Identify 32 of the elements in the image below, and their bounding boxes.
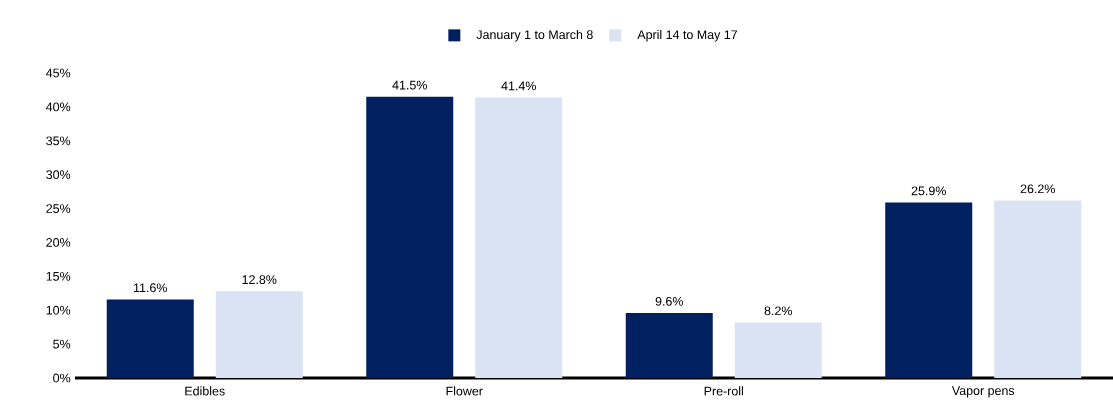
data-label: 41.5% bbox=[392, 80, 427, 90]
data-label: 41.4% bbox=[501, 81, 536, 91]
y-tick-label: 20% bbox=[46, 238, 71, 247]
bar bbox=[366, 96, 454, 378]
data-label: 9.6% bbox=[655, 296, 683, 306]
y-tick-label: 45% bbox=[46, 68, 71, 78]
bar bbox=[994, 200, 1082, 378]
data-label: 25.9% bbox=[911, 186, 946, 196]
y-tick-label: 5% bbox=[53, 339, 71, 349]
bar bbox=[106, 299, 194, 378]
x-tick-label: Flower bbox=[446, 386, 483, 396]
bar bbox=[885, 202, 973, 378]
bar bbox=[625, 312, 713, 378]
bar bbox=[734, 322, 822, 378]
legend-label: January 1 to March 8 bbox=[476, 29, 593, 42]
x-tick-label: Edibles bbox=[185, 386, 225, 396]
legend-label: April 14 to May 17 bbox=[637, 29, 738, 42]
y-tick-label: 40% bbox=[46, 102, 71, 112]
x-tick-label: Vapor pens bbox=[951, 386, 1015, 398]
y-tick-label: 10% bbox=[46, 305, 71, 315]
data-label: 11.6% bbox=[134, 283, 167, 293]
data-label: 8.2% bbox=[764, 306, 792, 316]
y-tick-label: 15% bbox=[46, 271, 71, 281]
y-tick-label: 35% bbox=[46, 136, 71, 146]
bar bbox=[215, 291, 303, 378]
y-tick-label: 0% bbox=[53, 373, 71, 383]
data-label: 12.8% bbox=[242, 275, 277, 285]
y-tick-label: 30% bbox=[46, 170, 71, 180]
y-tick-label: 25% bbox=[46, 204, 71, 213]
data-label: 26.2% bbox=[1020, 184, 1055, 194]
x-tick-label: Pre-roll bbox=[704, 386, 743, 396]
bar bbox=[475, 97, 563, 378]
